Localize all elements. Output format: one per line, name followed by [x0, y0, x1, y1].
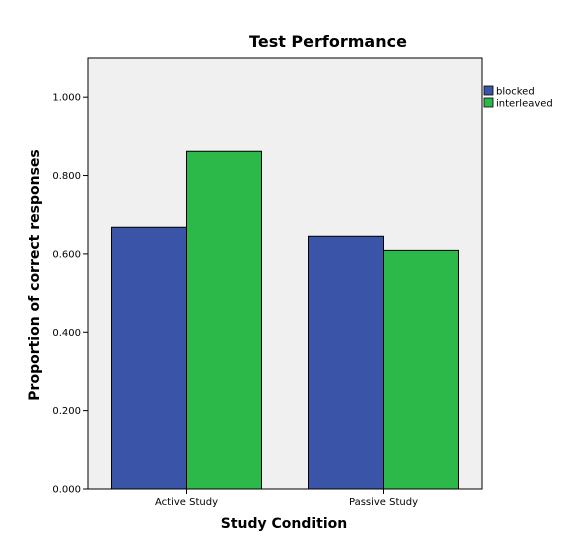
- y-tick-label: 1.000: [52, 93, 81, 104]
- y-tick-label: 0.400: [52, 328, 81, 339]
- x-axis: Active Study Passive Study: [155, 489, 418, 508]
- bar-blocked-0: [111, 226, 187, 490]
- bar-interleaved-0: [186, 150, 262, 490]
- y-axis-title: Proportion of correct responses: [27, 149, 43, 400]
- y-axis: 0.000 0.200 0.400 0.600 0.800 1.000: [52, 93, 88, 496]
- legend-label-interleaved: interleaved: [496, 99, 553, 110]
- legend-swatch-blocked: [483, 85, 494, 96]
- legend-swatch-interleaved: [483, 97, 494, 108]
- legend-label-blocked: blocked: [496, 87, 535, 98]
- x-tick-label: Active Study: [155, 497, 218, 508]
- x-axis-title: Study Condition: [221, 516, 348, 532]
- y-tick-label: 0.200: [52, 406, 81, 417]
- bar-blocked-1: [308, 235, 384, 490]
- y-tick-label: 0.600: [52, 249, 81, 260]
- bars-group: [111, 150, 459, 490]
- y-tick-label: 0.000: [52, 485, 81, 496]
- x-tick-label: Passive Study: [349, 497, 418, 508]
- chart-title: Test Performance: [249, 32, 407, 51]
- y-tick-label: 0.800: [52, 171, 81, 182]
- bar-interleaved-1: [383, 249, 459, 490]
